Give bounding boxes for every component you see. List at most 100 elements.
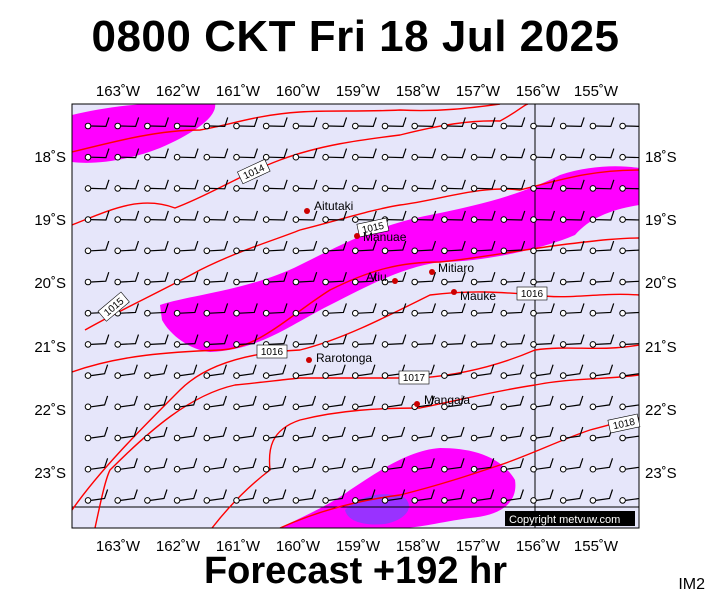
wind-barb-station — [144, 153, 151, 161]
wind-barb-station — [619, 497, 626, 504]
wind-barb-station — [530, 465, 537, 473]
wind-barb-station — [322, 278, 329, 286]
wind-barb-station — [530, 403, 537, 411]
lat-label-right: 20˚S — [645, 275, 677, 292]
wind-barb — [90, 272, 110, 283]
wind-barb-station — [114, 122, 121, 130]
wind-barb-station — [292, 309, 300, 317]
wind-barb — [150, 364, 168, 377]
place-dot — [392, 278, 398, 284]
wind-barb-station — [322, 247, 329, 255]
wind-barb-station — [352, 341, 359, 348]
wind-barb-station — [84, 278, 92, 286]
wind-barb — [506, 426, 524, 439]
wind-barb — [387, 458, 406, 470]
wind-barb-station — [233, 309, 240, 317]
wind-barb-station — [173, 434, 181, 442]
wind-barb — [447, 489, 465, 501]
wind-barb — [269, 240, 288, 252]
wind-barb-station — [292, 247, 300, 255]
lat-label-left: 19˚S — [34, 212, 66, 229]
wind-barb — [566, 426, 584, 439]
wind-barb — [447, 364, 465, 377]
wind-barb — [239, 395, 257, 408]
copyright-box — [505, 511, 635, 526]
lon-label-top: 158˚W — [396, 83, 441, 100]
wind-barb — [506, 395, 524, 408]
wind-barb-station — [589, 465, 597, 473]
wind-barb — [447, 179, 466, 190]
wind-barb-station — [144, 434, 151, 442]
wind-barb-station — [441, 278, 448, 286]
wind-barb — [477, 117, 496, 128]
place-label-manuae: Manuae — [363, 230, 407, 244]
wind-barb — [269, 272, 288, 283]
lon-label-top: 159˚W — [336, 83, 381, 100]
wind-barb — [595, 334, 615, 345]
lon-label-top: 155˚W — [574, 83, 619, 100]
wind-barb-station — [559, 309, 567, 317]
wind-barb-station — [322, 465, 329, 473]
place-label-rarotonga: Rarotonga — [316, 351, 372, 365]
place-dot — [304, 208, 310, 214]
wind-barb — [358, 148, 377, 159]
wind-barb — [298, 426, 317, 439]
wind-barb-station — [619, 465, 626, 473]
wind-barb — [239, 364, 257, 377]
wind-barb-station — [470, 465, 478, 473]
wind-barb — [180, 117, 199, 128]
wind-barb-station — [114, 372, 121, 379]
wind-barb-station — [322, 372, 329, 379]
wind-barb — [90, 489, 109, 501]
wind-barb-station — [233, 341, 240, 348]
wind-barb — [477, 303, 496, 314]
wind-barb — [120, 210, 140, 221]
place-dot — [414, 401, 420, 407]
wind-barb-station — [411, 497, 419, 504]
wind-barb — [328, 458, 346, 470]
wind-barb — [566, 489, 584, 501]
wind-barb-station — [84, 216, 92, 223]
wind-barb-station — [589, 122, 597, 130]
wind-barb — [387, 148, 407, 159]
rain-area — [160, 166, 639, 352]
wind-barb — [150, 272, 169, 283]
wind-barb — [328, 426, 346, 439]
wind-barb-station — [144, 341, 151, 348]
wind-barb-station — [233, 153, 240, 161]
lon-label-top: 160˚W — [276, 83, 321, 100]
wind-barb — [90, 364, 109, 377]
wind-barb-station — [500, 278, 508, 286]
wind-barb-station — [619, 185, 626, 192]
wind-barb-station — [322, 403, 329, 411]
lon-label-bottom: 161˚W — [216, 538, 261, 555]
wind-barb — [536, 179, 556, 190]
wind-barb-station — [589, 341, 597, 348]
wind-barb-station — [352, 278, 359, 286]
wind-barb — [120, 240, 140, 252]
wind-barb — [447, 426, 465, 439]
wind-barb — [328, 148, 348, 159]
wind-barb-station — [559, 216, 567, 223]
lon-label-bottom: 155˚W — [574, 538, 619, 555]
wind-barb — [328, 117, 348, 128]
wind-barb — [298, 489, 317, 501]
wind-barb-station — [144, 278, 151, 286]
wind-barb — [387, 395, 406, 408]
wind-barb-station — [530, 372, 537, 379]
wind-barb-station — [470, 341, 478, 348]
wind-barb — [180, 210, 199, 221]
wind-barb — [269, 364, 287, 377]
wind-barb — [150, 303, 169, 314]
wind-barb — [477, 272, 496, 283]
wind-barb-station — [589, 278, 597, 286]
wind-barb-station — [144, 372, 151, 379]
wind-barb — [625, 343, 639, 345]
wind-barb-station — [292, 434, 300, 442]
wind-barb — [417, 395, 435, 408]
wind-barb — [180, 395, 198, 408]
wind-barb — [328, 210, 348, 221]
wind-barb-station — [589, 185, 597, 192]
wind-barb-station — [411, 341, 419, 348]
wind-barb-station — [530, 247, 537, 255]
